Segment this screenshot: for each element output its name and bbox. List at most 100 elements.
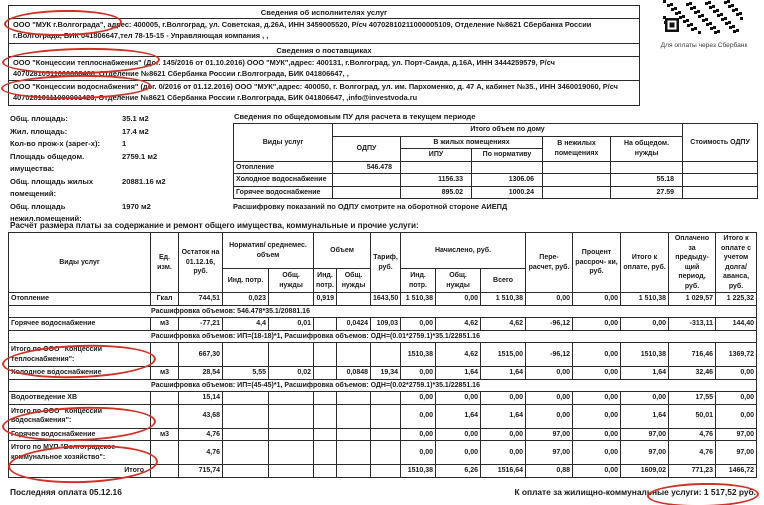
odpu-table-cell: 1156.33 xyxy=(400,173,472,187)
odpu-col-common-needs: На общедом. нужды xyxy=(609,135,684,162)
calc-table-title: Расчёт размера платы за содержание и рем… xyxy=(10,221,419,230)
calc-table-cell: м3 xyxy=(150,317,179,331)
odpu-col-nonresidential: В нежилых помещениях xyxy=(542,135,611,162)
calc-table-cell: Водоотведение ХВ xyxy=(8,391,151,405)
calc-table-cell: м3 xyxy=(150,427,179,441)
calc-table-cell: 0,00 xyxy=(572,342,622,367)
calc-table-row-data: Отопление Гкал 744,51 0,023 0,919 1643,50 1 51… xyxy=(8,292,758,306)
calc-table-cell: 1,64 xyxy=(435,366,482,380)
calc-table-cell xyxy=(222,464,269,478)
odpu-table-cell: Холодное водоснабжение xyxy=(233,173,333,187)
calc-table-cell: 1 510,38 xyxy=(480,292,527,306)
calc-table-cell: 1,64 xyxy=(435,403,482,429)
calc-table-cell xyxy=(335,342,372,367)
calc-col-volume-group: Объем xyxy=(312,232,372,269)
calc-col-norm-common: Общ. нужды xyxy=(268,268,314,293)
calc-table-cell xyxy=(150,342,179,367)
odpu-table-cell: 27.59 xyxy=(609,185,684,199)
calc-table-cell xyxy=(370,440,402,465)
calc-table-cell xyxy=(222,403,269,429)
calc-table-row-data: Горячее водоснабжение м3 4,76 0,00 0,00 0,00 9… xyxy=(8,427,758,441)
calc-table-cell xyxy=(335,403,372,429)
calc-table-cell xyxy=(313,427,337,441)
odpu-col-by-norm: По нормативу xyxy=(471,148,543,162)
calc-table-cell: 4,62 xyxy=(435,342,482,367)
calc-table-cell: 1516,64 xyxy=(480,464,527,478)
apartment-info-label: Общ. площадь: xyxy=(10,114,68,123)
calc-table-cell: 97,00 xyxy=(715,427,758,441)
calc-table-cell: -313,11 xyxy=(668,317,717,331)
sberbank-qr-code-icon xyxy=(663,0,745,34)
calc-table-cell: 97,00 xyxy=(620,427,670,441)
calc-col-acc-common: Общ. нужды xyxy=(435,268,482,293)
calc-table-cell: 4,76 xyxy=(668,440,717,465)
calc-table-cell: 0,00 xyxy=(572,391,622,405)
calc-table-cell: 97,00 xyxy=(525,427,574,441)
calc-table-cell: Итого по ООО "Концессии водоснабжения": xyxy=(8,403,151,429)
odpu-table-cell xyxy=(400,160,472,174)
calc-table-cell xyxy=(222,342,269,367)
odpu-table-cell xyxy=(682,173,759,187)
odpu-table-cell xyxy=(332,173,401,187)
odpu-table-cell: 546.478 xyxy=(332,160,401,174)
calc-table-cell xyxy=(313,317,337,331)
executors-box: Сведения об исполнителях услуг ООО "МУК … xyxy=(8,5,640,44)
calc-table-cell: 1466,72 xyxy=(715,464,758,478)
odpu-col-ipu: ИПУ xyxy=(400,148,472,162)
calc-table-cell: 1643,50 xyxy=(370,292,402,306)
calc-table-cell: Гкал xyxy=(150,292,179,306)
apartment-info-row: Жил. площадь: 17.4 м2 xyxy=(10,126,232,139)
odpu-table-cell xyxy=(542,185,611,199)
odpu-table-cell: Горячее водоснабжение xyxy=(233,185,333,199)
calc-table-cell: 0,00 xyxy=(525,366,574,380)
last-payment-text: Последняя оплата 05.12.16 xyxy=(10,487,122,497)
calc-table-cell: 0,00 xyxy=(525,391,574,405)
calc-table-cell: -96,12 xyxy=(525,317,574,331)
volume-breakdown-note: Расшифровка объемов: 546.478*35.1/20881.… xyxy=(7,304,758,318)
calc-table-cell: 1510,38 xyxy=(620,342,670,367)
calc-table-cell: 15,14 xyxy=(178,391,223,405)
calc-table-cell: 4,76 xyxy=(178,440,223,465)
calc-table-cell xyxy=(335,391,372,405)
calc-table-cell: 744,51 xyxy=(178,292,223,306)
odpu-table-title: Сведения по общедомовым ПУ для расчета в… xyxy=(234,112,476,121)
calc-table-cell: 0,00 xyxy=(525,292,574,306)
calc-table-cell: 1,64 xyxy=(480,366,527,380)
apartment-info-label: Жил. площадь: xyxy=(10,126,68,136)
calc-table-cell: 0,00 xyxy=(400,403,437,429)
odpu-table-cell: Отопление xyxy=(233,160,333,174)
calc-col-tariff: Тариф, руб. xyxy=(370,232,402,293)
supplier-water-box: ООО "Концессии водоснабжения" (дог. 0/20… xyxy=(8,80,640,106)
calc-table-cell: 0,00 xyxy=(572,366,622,380)
calc-table-body: Отопление Гкал 744,51 0,023 0,919 1643,50 1 51… xyxy=(7,292,758,478)
odpu-table-cell: 55.18 xyxy=(609,173,684,187)
calc-table-cell xyxy=(150,391,179,405)
calc-table-cell: 4,76 xyxy=(668,427,717,441)
apartment-info-label: Площадь общедом. имущества: xyxy=(10,151,85,174)
calc-table-cell: 97,00 xyxy=(525,440,574,465)
calc-table-cell xyxy=(370,342,402,367)
suppliers-header: Сведения о поставщиках xyxy=(9,44,639,57)
calc-col-total-with-debt: Итого к оплате с учетом долга/ аванса, р… xyxy=(715,232,758,293)
odpu-footnote: Расшифровку показаний по ОДПУ смотрите н… xyxy=(233,202,508,211)
apartment-info-value: 1 xyxy=(122,139,127,148)
calc-table-cell: 716,46 xyxy=(668,342,717,367)
suppliers-box: Сведения о поставщиках ООО "Концессии те… xyxy=(8,43,640,82)
calc-table-cell xyxy=(150,464,179,478)
calc-table-cell: 0,02 xyxy=(268,366,314,380)
calc-table-cell: 28,54 xyxy=(178,366,223,380)
calc-table-cell xyxy=(222,440,269,465)
odpu-table: Виды услуг Итого объем по дому Стоимость… xyxy=(233,123,759,199)
odpu-header-row: ОДПУ В жилых помещениях В нежилых помеще… xyxy=(234,135,758,162)
calc-table-cell: 19,34 xyxy=(370,366,402,380)
calc-table-cell xyxy=(268,440,314,465)
odpu-table-row: Отопление 546.478 xyxy=(233,160,759,174)
calc-table-cell xyxy=(222,427,269,441)
volume-breakdown-note: Расшифровка объемов: ИП=(45-45)*1, Расши… xyxy=(7,378,758,392)
calc-table-cell xyxy=(150,403,179,429)
calc-table-cell xyxy=(335,427,372,441)
calc-table-cell: 1510,38 xyxy=(400,342,437,367)
calc-col-installment: Процент рассроч- ки, руб. xyxy=(572,232,622,293)
calc-col-accrued-group: Начислено, руб. xyxy=(400,232,527,269)
